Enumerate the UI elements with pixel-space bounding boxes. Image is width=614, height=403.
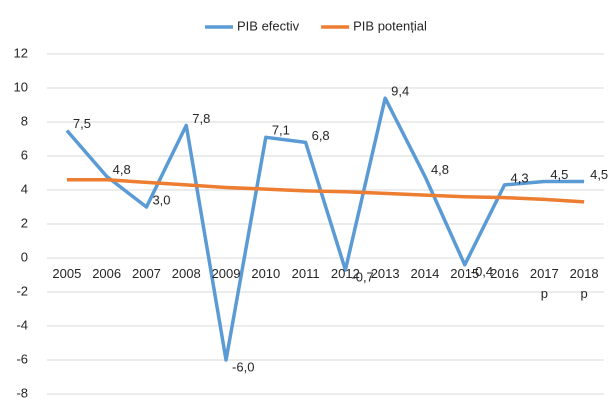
y-tick-label: -6 <box>16 351 28 366</box>
y-tick-label: 10 <box>14 79 28 94</box>
data-label: 4,3 <box>511 170 529 185</box>
data-label: 7,5 <box>73 116 91 131</box>
data-label: 4,5 <box>590 167 608 182</box>
y-tick-label: 0 <box>21 249 28 264</box>
x-tick-label: 2013 <box>370 266 400 281</box>
x-tick-label: 2008 <box>171 266 201 281</box>
x-tick-label: 2018 p <box>569 266 599 301</box>
y-tick-label: 4 <box>21 181 28 196</box>
x-tick-label: 2012 <box>330 266 360 281</box>
data-label: -0,7 <box>351 269 373 284</box>
x-tick-label: 2006 <box>92 266 122 281</box>
data-label: 9,4 <box>391 84 409 99</box>
y-tick-label: -8 <box>16 385 28 400</box>
x-tick-label: 2014 <box>410 266 440 281</box>
y-tick-label: 8 <box>21 113 28 128</box>
legend-label: PIB efectiv <box>237 18 300 33</box>
y-tick-label: 2 <box>21 215 28 230</box>
data-label: 3,0 <box>152 192 170 207</box>
x-tick-label: 2009 <box>211 266 241 281</box>
series-line <box>66 178 585 204</box>
x-tick-label: 2005 <box>52 266 82 281</box>
data-label: 7,1 <box>272 123 290 138</box>
y-tick-label: -4 <box>16 317 28 332</box>
data-label: -0,4 <box>471 264 493 279</box>
y-tick-label: -2 <box>16 283 28 298</box>
data-label: 6,8 <box>312 128 330 143</box>
y-tick-label: 12 <box>14 45 28 60</box>
data-label: -6,0 <box>232 359 254 374</box>
x-tick-label: 2007 <box>131 266 161 281</box>
data-label: 4,8 <box>113 162 131 177</box>
data-label: 4,8 <box>431 162 449 177</box>
x-tick-label: 2016 <box>490 266 519 281</box>
data-label: 4,5 <box>550 167 568 182</box>
x-tick-label: 2015 <box>450 266 480 281</box>
x-tick-label: 2010 <box>251 266 281 281</box>
x-tick-label: 2017 p <box>529 266 559 301</box>
x-tick-label: 2011 <box>291 266 320 281</box>
data-label: 7,8 <box>192 111 210 126</box>
y-tick-label: 6 <box>21 147 28 162</box>
legend-label: PIB potențial <box>353 18 427 33</box>
